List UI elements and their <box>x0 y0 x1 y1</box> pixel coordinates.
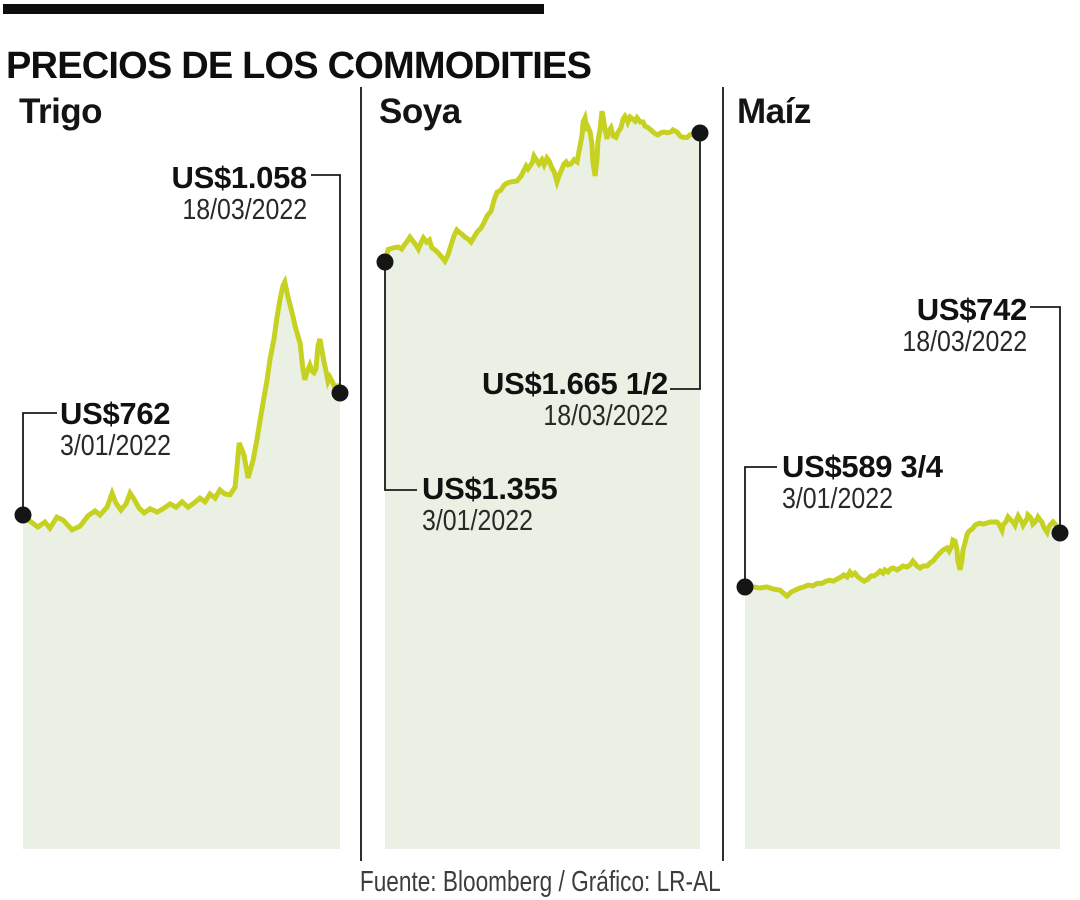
soya-price-line <box>382 109 701 266</box>
panel-divider-1 <box>360 87 362 861</box>
trigo-start-callout-line <box>22 412 57 515</box>
maiz-price-line <box>743 510 1063 600</box>
page-title: PRECIOS DE LOS COMMODITIES <box>6 45 592 88</box>
soya-end-price: US$1.665 1/2 <box>482 366 668 401</box>
soya-start-callout-line <box>384 262 417 491</box>
maiz-start-label: US$589 3/4 3/01/2022 <box>782 450 943 515</box>
trigo-price-line <box>21 274 343 533</box>
panel-divider-2 <box>722 87 724 861</box>
panel-title-maiz: Maíz <box>737 92 811 131</box>
trigo-end-date: 18/03/2022 <box>182 194 307 226</box>
soya-end-label: US$1.665 1/2 18/03/2022 <box>482 367 668 432</box>
trigo-start-date: 3/01/2022 <box>60 430 171 462</box>
trigo-area-fill <box>23 282 340 850</box>
soya-end-dot <box>691 124 709 142</box>
maiz-area-fill <box>745 514 1060 849</box>
trigo-start-label: US$762 3/01/2022 <box>60 397 189 462</box>
soya-start-price: US$1.355 <box>422 471 558 506</box>
panel-title-trigo: Trigo <box>19 92 103 131</box>
soya-start-label: US$1.355 3/01/2022 <box>422 471 558 537</box>
maiz-start-price: US$589 3/4 <box>782 449 943 484</box>
top-bar <box>3 4 544 14</box>
maiz-start-dot <box>736 578 754 596</box>
trigo-start-dot <box>14 506 32 524</box>
maiz-end-price: US$742 <box>916 292 1028 327</box>
soya-end-date: 18/03/2022 <box>543 400 668 432</box>
maiz-end-dot <box>1051 524 1069 542</box>
maiz-end-callout-line <box>1030 306 1061 533</box>
trigo-end-label: US$1.058 18/03/2022 <box>162 160 308 226</box>
soya-start-date: 3/01/2022 <box>422 505 533 537</box>
trigo-end-price: US$1.058 <box>171 160 308 195</box>
maiz-end-label: US$742 18/03/2022 <box>882 293 1027 358</box>
panel-title-soya: Soya <box>379 92 461 131</box>
soya-end-callout-line <box>670 133 701 390</box>
trigo-end-dot <box>331 384 349 402</box>
trigo-start-price: US$762 <box>60 396 171 431</box>
footer-source: Fuente: Bloomberg / Gráfico: LR-AL <box>359 866 721 898</box>
soya-start-dot <box>376 253 394 271</box>
trigo-end-callout-line <box>311 174 341 393</box>
maiz-end-date: 18/03/2022 <box>902 326 1027 358</box>
soya-area-fill <box>385 111 700 849</box>
maiz-start-callout-line <box>744 466 777 587</box>
maiz-start-date: 3/01/2022 <box>782 483 893 515</box>
